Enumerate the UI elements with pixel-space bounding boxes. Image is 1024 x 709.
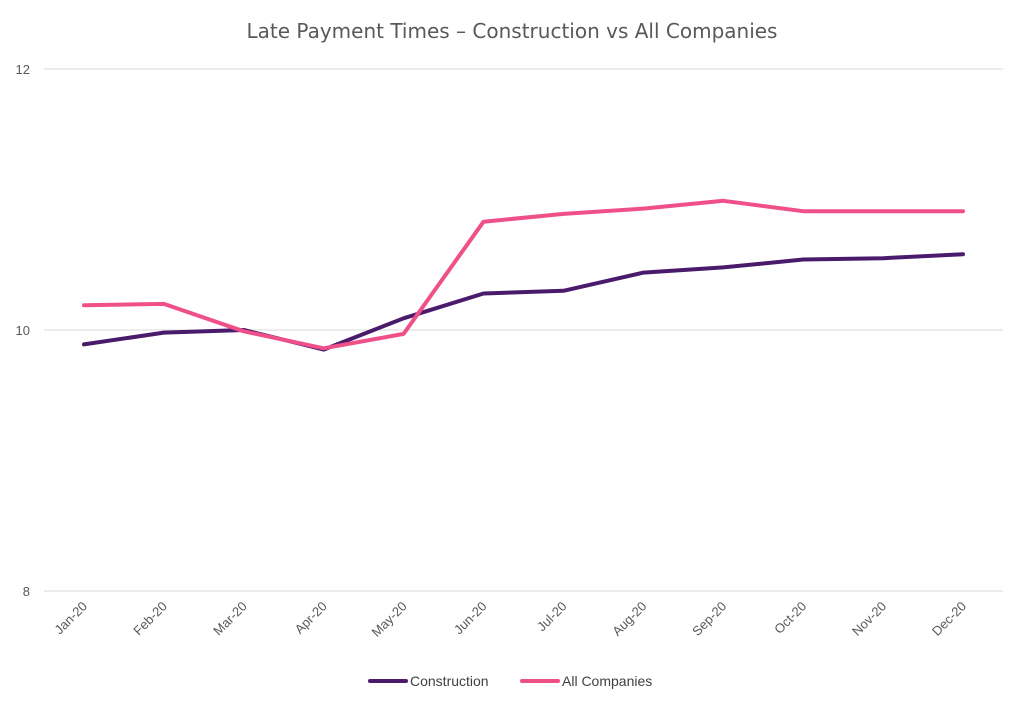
series-line-all-companies	[82, 198, 965, 351]
legend-label: Construction	[410, 673, 489, 689]
x-tick-label: Apr-20	[292, 599, 330, 637]
x-tick-label: Dec-20	[929, 599, 969, 639]
x-tick-label: Mar-20	[210, 599, 250, 639]
x-tick-label: Jun-20	[451, 599, 490, 638]
series-lines	[82, 198, 965, 352]
chart-title: Late Payment Times – Construction vs All…	[247, 19, 778, 43]
x-tick-label: May-20	[368, 599, 409, 640]
y-tick-label: 10	[16, 323, 30, 338]
x-tick-label: Aug-20	[609, 599, 649, 639]
legend-label: All Companies	[562, 673, 652, 689]
series-line-construction	[82, 252, 965, 352]
x-tick-label: Oct-20	[771, 599, 809, 637]
x-axis-ticks: Jan-20 Feb-20 Mar-20 Apr-20 May-20 Jun-20 Jul-…	[51, 599, 969, 640]
x-tick-label: Jul-20	[534, 599, 570, 635]
y-tick-label: 12	[16, 62, 30, 77]
x-tick-label: Sep-20	[689, 599, 729, 639]
legend: Construction All Companies	[368, 673, 652, 689]
x-tick-label: Nov-20	[849, 599, 889, 639]
y-axis-ticks: 8 10 12	[16, 62, 30, 599]
x-tick-label: Feb-20	[130, 599, 170, 639]
x-tick-label: Jan-20	[51, 599, 90, 638]
y-tick-label: 8	[23, 584, 30, 599]
